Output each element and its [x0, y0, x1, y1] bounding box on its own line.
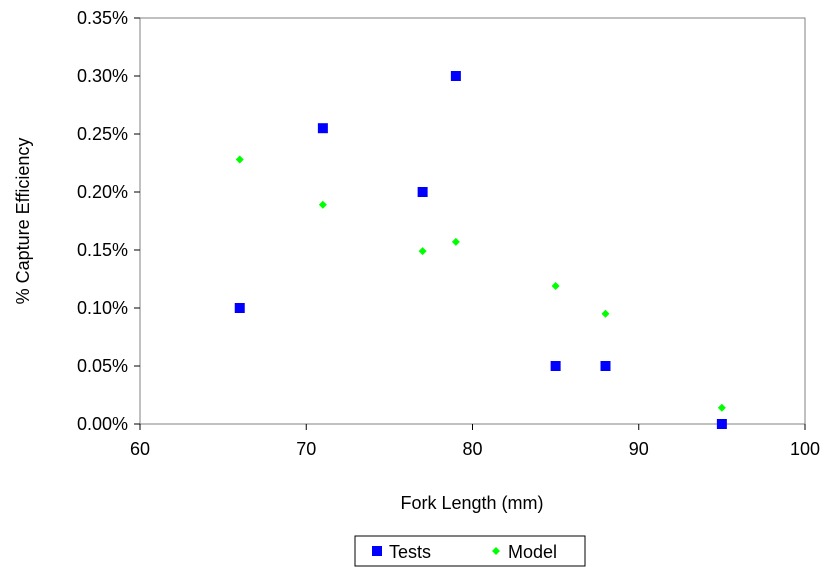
y-tick-label: 0.05% [77, 356, 128, 376]
tests-point [417, 187, 428, 197]
tests-point [317, 123, 328, 134]
tests-point [600, 361, 611, 371]
legend-tests-label: Tests [389, 542, 431, 562]
y-tick-label: 0.10% [77, 298, 128, 318]
legend: Tests Model [354, 535, 586, 567]
y-tick-label: 0.15% [77, 240, 128, 260]
y-axis: 0.00% 0.05% 0.10% 0.15% 0.20% 0.25% 0.30% 0.35% [77, 8, 140, 434]
tests-point [234, 303, 245, 313]
y-tick-label: 0.20% [77, 182, 128, 202]
tests-point [716, 419, 727, 429]
y-tick-label: 0.35% [77, 8, 128, 28]
model-point [418, 247, 427, 256]
x-tick-label: 90 [629, 439, 649, 459]
legend-tests-marker [372, 546, 382, 556]
legend-model-marker [492, 547, 500, 555]
model-point [601, 309, 610, 318]
tests-point [550, 361, 561, 371]
data-marks [234, 71, 727, 429]
x-axis: 60 70 80 90 100 [130, 424, 820, 459]
tests-point [450, 71, 461, 81]
y-tick-label: 0.25% [77, 124, 128, 144]
y-axis-title: % Capture Efficiency [13, 138, 33, 305]
y-tick-label: 0.30% [77, 66, 128, 86]
model-point [551, 281, 560, 290]
x-tick-label: 100 [790, 439, 820, 459]
x-tick-label: 80 [462, 439, 482, 459]
model-point [451, 237, 460, 246]
y-tick-label: 0.00% [77, 414, 128, 434]
plot-area [139, 17, 806, 425]
x-axis-title: Fork Length (mm) [400, 493, 543, 513]
legend-model-label: Model [508, 542, 557, 562]
model-point [318, 200, 327, 209]
model-point [235, 155, 244, 164]
legend-box [354, 535, 586, 567]
x-tick-label: 60 [130, 439, 150, 459]
x-tick-label: 70 [296, 439, 316, 459]
model-point [717, 403, 726, 412]
